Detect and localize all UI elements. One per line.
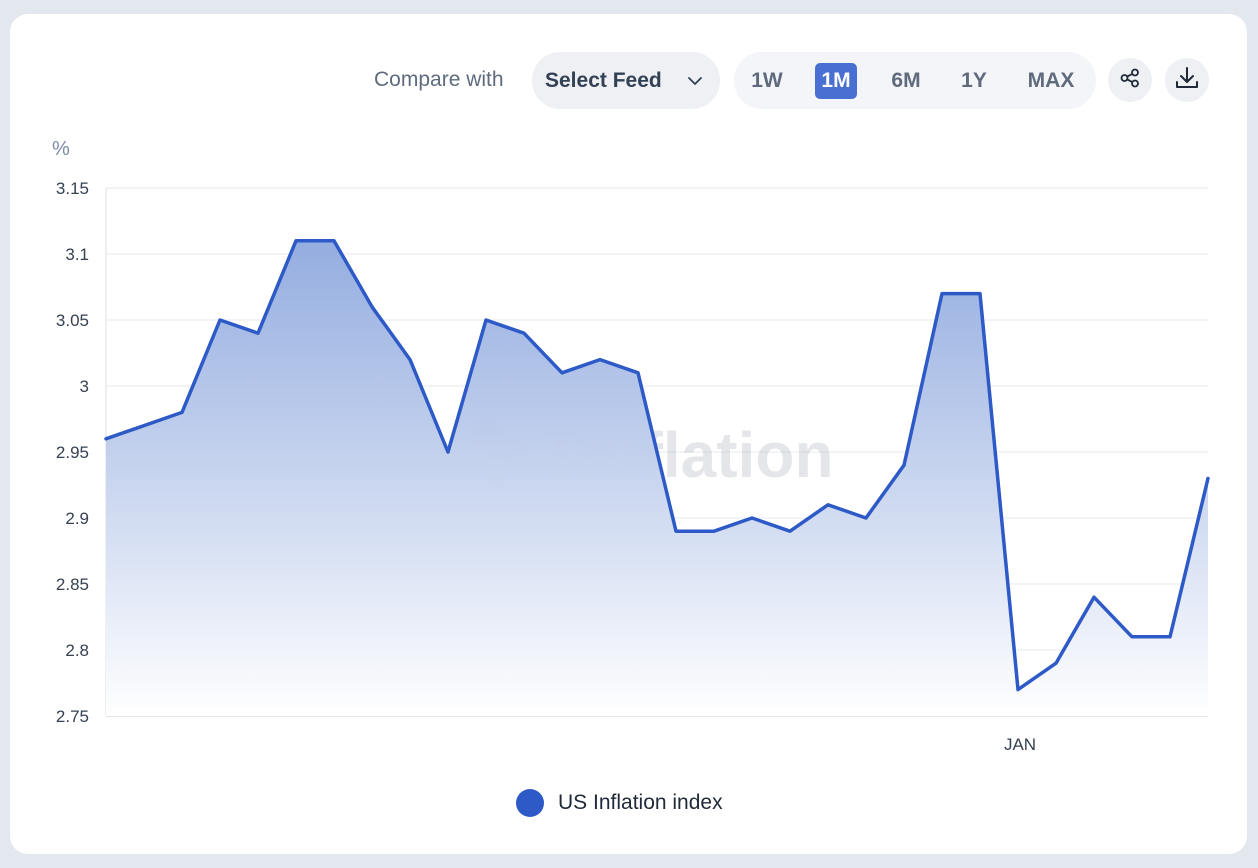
data-point[interactable] — [1204, 474, 1212, 482]
range-max-button[interactable]: MAX — [1027, 69, 1075, 92]
select-feed-label: Select Feed — [545, 68, 662, 92]
time-range-selector: 1W 1M 6M 1Y MAX — [734, 52, 1096, 109]
y-tick-label: 3.1 — [65, 245, 89, 264]
data-point[interactable] — [1166, 633, 1174, 641]
data-point[interactable] — [824, 501, 832, 509]
data-point[interactable] — [1090, 593, 1098, 601]
data-point[interactable] — [292, 237, 300, 245]
data-point[interactable] — [862, 514, 870, 522]
data-point[interactable] — [748, 514, 756, 522]
y-tick-label: 2.75 — [56, 707, 89, 726]
data-point[interactable] — [406, 356, 414, 364]
chart-toolbar: Compare with Select Feed 1W 1M 6M 1Y MAX — [0, 0, 1258, 130]
data-point[interactable] — [1052, 659, 1060, 667]
y-tick-label: 2.9 — [65, 509, 89, 528]
share-icon — [1118, 66, 1142, 95]
data-point[interactable] — [900, 461, 908, 469]
data-point[interactable] — [1014, 686, 1022, 694]
range-1w-button[interactable]: 1W — [751, 69, 783, 92]
y-tick-label: 3.05 — [56, 311, 89, 330]
y-tick-label: 3.15 — [56, 179, 89, 198]
data-point[interactable] — [102, 435, 110, 443]
data-point[interactable] — [444, 448, 452, 456]
data-point[interactable] — [976, 290, 984, 298]
y-tick-label: 2.8 — [65, 641, 89, 660]
data-point[interactable] — [140, 422, 148, 430]
range-1y-button[interactable]: 1Y — [961, 69, 987, 92]
y-tick-label: 3 — [80, 377, 89, 396]
download-button[interactable] — [1165, 58, 1209, 102]
series-line — [104, 239, 1210, 692]
data-point[interactable] — [786, 527, 794, 535]
data-point[interactable] — [634, 369, 642, 377]
data-point[interactable] — [558, 369, 566, 377]
legend-label: US Inflation index — [558, 791, 723, 814]
y-tick-label: 2.85 — [56, 575, 89, 594]
data-point[interactable] — [178, 408, 186, 416]
data-point[interactable] — [596, 356, 604, 364]
chevron-down-icon — [686, 72, 704, 95]
legend-swatch — [516, 789, 544, 817]
download-icon — [1173, 64, 1201, 97]
data-point[interactable] — [672, 527, 680, 535]
data-point[interactable] — [216, 316, 224, 324]
x-tick-label: JAN — [1004, 735, 1036, 754]
select-feed-dropdown[interactable]: Select Feed — [532, 52, 720, 109]
range-1m-button[interactable]: 1M — [815, 63, 857, 99]
share-button[interactable] — [1108, 58, 1152, 102]
chart-legend: US Inflation index — [516, 789, 723, 817]
range-6m-button[interactable]: 6M — [891, 69, 921, 92]
data-point[interactable] — [710, 527, 718, 535]
series-area-fill — [106, 240, 1208, 717]
y-axis-unit-label: % — [52, 138, 70, 160]
y-tick-label: 2.95 — [56, 443, 89, 462]
data-point[interactable] — [1128, 633, 1136, 641]
compare-with-label: Compare with — [374, 68, 504, 91]
data-point[interactable] — [520, 329, 528, 337]
data-point[interactable] — [482, 316, 490, 324]
data-point[interactable] — [938, 290, 946, 298]
data-point[interactable] — [254, 329, 262, 337]
data-point[interactable] — [368, 303, 376, 311]
data-point[interactable] — [330, 237, 338, 245]
